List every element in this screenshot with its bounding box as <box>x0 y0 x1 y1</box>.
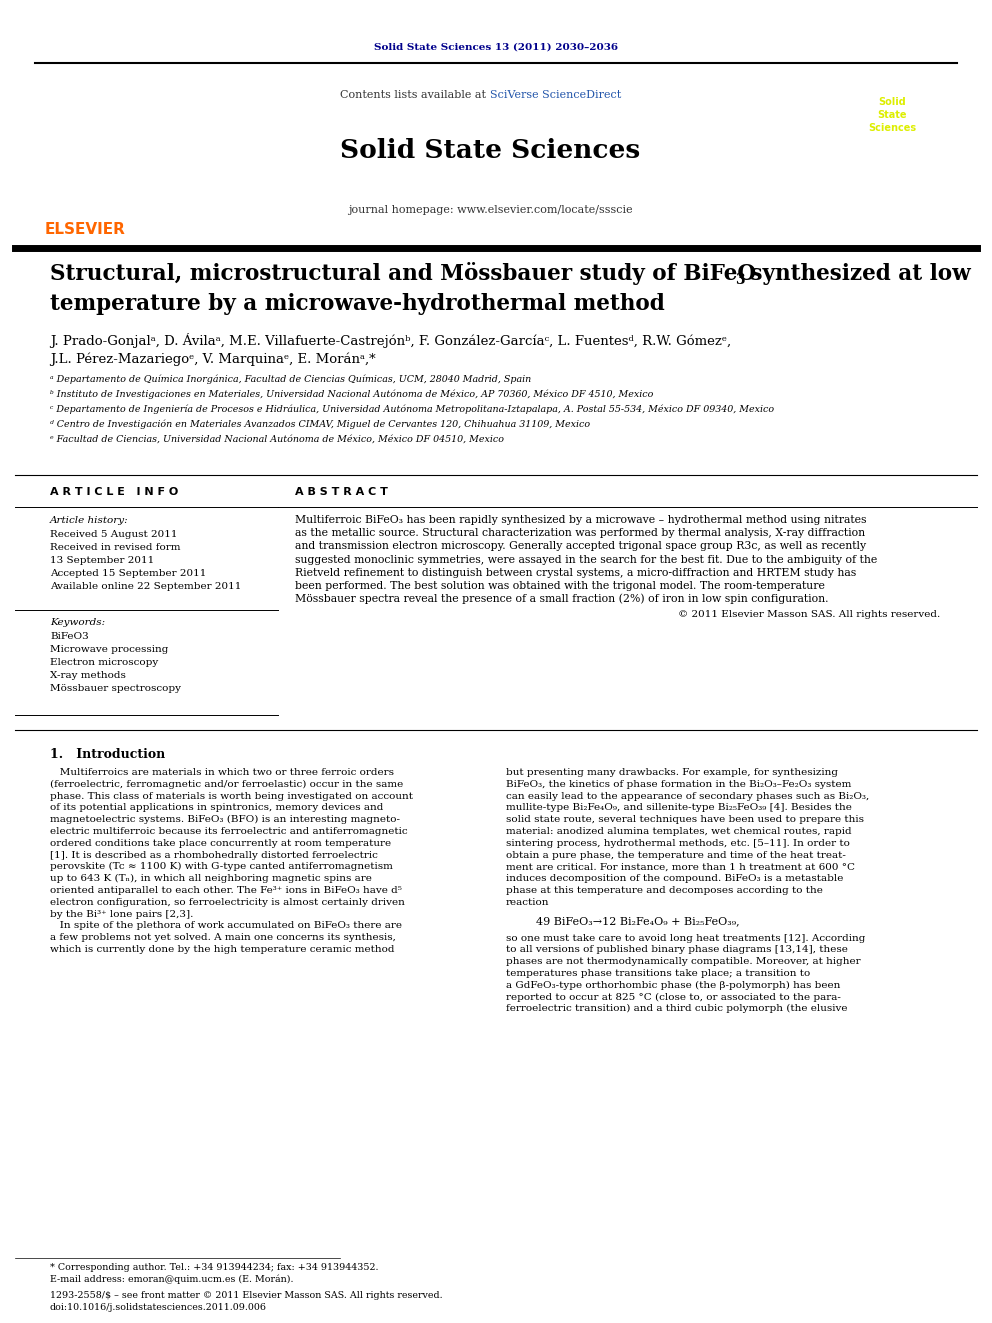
Text: Keywords:: Keywords: <box>50 618 105 627</box>
Text: In spite of the plethora of work accumulated on BiFeO₃ there are: In spite of the plethora of work accumul… <box>50 921 402 930</box>
Text: suggested monoclinic symmetries, were assayed in the search for the best fit. Du: suggested monoclinic symmetries, were as… <box>295 554 877 565</box>
Text: up to 643 K (Tₙ), in which all neighboring magnetic spins are: up to 643 K (Tₙ), in which all neighbori… <box>50 875 372 884</box>
Text: mullite-type Bi₂Fe₄O₉, and sillenite-type Bi₂₅FeO₃₉ [4]. Besides the: mullite-type Bi₂Fe₄O₉, and sillenite-typ… <box>506 803 852 812</box>
Text: BiFeO3: BiFeO3 <box>50 632 88 642</box>
Text: phases are not thermodynamically compatible. Moreover, at higher: phases are not thermodynamically compati… <box>506 958 861 966</box>
Text: of its potential applications in spintronics, memory devices and: of its potential applications in spintro… <box>50 803 383 812</box>
Text: and transmission electron microscopy. Generally accepted trigonal space group R3: and transmission electron microscopy. Ge… <box>295 541 866 552</box>
Text: been performed. The best solution was obtained with the trigonal model. The room: been performed. The best solution was ob… <box>295 581 825 591</box>
Text: electron configuration, so ferroelectricity is almost certainly driven: electron configuration, so ferroelectric… <box>50 898 405 906</box>
Text: Accepted 15 September 2011: Accepted 15 September 2011 <box>50 569 206 578</box>
Text: X-ray methods: X-ray methods <box>50 671 126 680</box>
Text: ELSEVIER: ELSEVIER <box>45 222 125 238</box>
Text: by the Bi³⁺ lone pairs [2,3].: by the Bi³⁺ lone pairs [2,3]. <box>50 910 193 918</box>
Text: Solid
State
Sciences: Solid State Sciences <box>868 97 916 134</box>
Text: ment are critical. For instance, more than 1 h treatment at 600 °C: ment are critical. For instance, more th… <box>506 863 855 872</box>
Text: J. Prado-Gonjalᵃ, D. Ávilaᵃ, M.E. Villafuerte-Castrejónᵇ, F. González-Garcíaᶜ, L: J. Prado-Gonjalᵃ, D. Ávilaᵃ, M.E. Villaf… <box>50 333 731 348</box>
Text: ᵉ Facultad de Ciencias, Universidad Nacional Autónoma de México, México DF 04510: ᵉ Facultad de Ciencias, Universidad Naci… <box>50 435 504 445</box>
Text: obtain a pure phase, the temperature and time of the heat treat-: obtain a pure phase, the temperature and… <box>506 851 846 860</box>
Text: Contents lists available at: Contents lists available at <box>340 90 490 101</box>
Text: Mössbauer spectra reveal the presence of a small fraction (2%) of iron in low sp: Mössbauer spectra reveal the presence of… <box>295 594 828 605</box>
Text: Microwave processing: Microwave processing <box>50 646 169 654</box>
Text: reported to occur at 825 °C (close to, or associated to the para-: reported to occur at 825 °C (close to, o… <box>506 992 841 1002</box>
Text: magnetoelectric systems. BiFeO₃ (BFO) is an interesting magneto-: magnetoelectric systems. BiFeO₃ (BFO) is… <box>50 815 400 824</box>
Text: which is currently done by the high temperature ceramic method: which is currently done by the high temp… <box>50 945 395 954</box>
Text: 49 BiFeO₃→12 Bi₂Fe₄O₉ + Bi₂₅FeO₃₉,: 49 BiFeO₃→12 Bi₂Fe₄O₉ + Bi₂₅FeO₃₉, <box>536 917 740 926</box>
Text: BiFeO₃, the kinetics of phase formation in the Bi₂O₃–Fe₂O₃ system: BiFeO₃, the kinetics of phase formation … <box>506 779 851 789</box>
Text: J.L. Pérez-Mazariegoᵉ, V. Marquinaᵉ, E. Moránᵃ,*: J.L. Pérez-Mazariegoᵉ, V. Marquinaᵉ, E. … <box>50 352 376 366</box>
Text: temperatures phase transitions take place; a transition to: temperatures phase transitions take plac… <box>506 968 810 978</box>
Text: a few problems not yet solved. A main one concerns its synthesis,: a few problems not yet solved. A main on… <box>50 933 396 942</box>
Text: © 2011 Elsevier Masson SAS. All rights reserved.: © 2011 Elsevier Masson SAS. All rights r… <box>678 610 940 619</box>
Text: E-mail address: emoran@quim.ucm.es (E. Morán).: E-mail address: emoran@quim.ucm.es (E. M… <box>50 1274 294 1285</box>
Text: 3: 3 <box>735 273 745 287</box>
Text: 1293-2558/$ – see front matter © 2011 Elsevier Masson SAS. All rights reserved.: 1293-2558/$ – see front matter © 2011 El… <box>50 1291 442 1301</box>
Text: [1]. It is described as a rhombohedrally distorted ferroelectric: [1]. It is described as a rhombohedrally… <box>50 851 378 860</box>
Text: as the metallic source. Structural characterization was performed by thermal ana: as the metallic source. Structural chara… <box>295 528 865 538</box>
Text: ᶜ Departamento de Ingeniería de Procesos e Hidráulica, Universidad Autónoma Metr: ᶜ Departamento de Ingeniería de Procesos… <box>50 405 774 414</box>
Text: induces decomposition of the compound. BiFeO₃ is a metastable: induces decomposition of the compound. B… <box>506 875 843 884</box>
Text: phase. This class of materials is worth being investigated on account: phase. This class of materials is worth … <box>50 791 413 800</box>
Text: Solid State Sciences: Solid State Sciences <box>340 138 640 163</box>
Text: Structural, microstructural and Mössbauer study of BiFeO: Structural, microstructural and Mössbaue… <box>50 262 756 284</box>
Text: temperature by a microwave-hydrothermal method: temperature by a microwave-hydrothermal … <box>50 292 665 315</box>
Text: so one must take care to avoid long heat treatments [12]. According: so one must take care to avoid long heat… <box>506 934 865 942</box>
Text: journal homepage: www.elsevier.com/locate/ssscie: journal homepage: www.elsevier.com/locat… <box>347 205 632 216</box>
Text: 13 September 2011: 13 September 2011 <box>50 556 154 565</box>
Text: ᵇ Instituto de Investigaciones en Materiales, Universidad Nacional Autónoma de M: ᵇ Instituto de Investigaciones en Materi… <box>50 389 654 400</box>
Text: Multiferroic BiFeO₃ has been rapidly synthesized by a microwave – hydrothermal m: Multiferroic BiFeO₃ has been rapidly syn… <box>295 515 866 525</box>
Text: ᵃ Departamento de Química Inorgánica, Facultad de Ciencias Químicas, UCM, 28040 : ᵃ Departamento de Química Inorgánica, Fa… <box>50 374 532 384</box>
Text: SciVerse ScienceDirect: SciVerse ScienceDirect <box>490 90 621 101</box>
Text: solid state route, several techniques have been used to prepare this: solid state route, several techniques ha… <box>506 815 864 824</box>
Text: Multiferroics are materials in which two or three ferroic orders: Multiferroics are materials in which two… <box>50 767 394 777</box>
Text: * Corresponding author. Tel.: +34 913944234; fax: +34 913944352.: * Corresponding author. Tel.: +34 913944… <box>50 1263 379 1271</box>
Text: perovskite (Tc ≈ 1100 K) with G-type canted antiferromagnetism: perovskite (Tc ≈ 1100 K) with G-type can… <box>50 863 393 872</box>
Text: Available online 22 September 2011: Available online 22 September 2011 <box>50 582 241 591</box>
Text: Received in revised form: Received in revised form <box>50 542 181 552</box>
Text: electric multiferroic because its ferroelectric and antiferromagnetic: electric multiferroic because its ferroe… <box>50 827 408 836</box>
Text: doi:10.1016/j.solidstatesciences.2011.09.006: doi:10.1016/j.solidstatesciences.2011.09… <box>50 1303 267 1312</box>
Text: Solid State Sciences 13 (2011) 2030–2036: Solid State Sciences 13 (2011) 2030–2036 <box>374 42 618 52</box>
Text: Rietveld refinement to distinguish between crystal systems, a micro-diffraction : Rietveld refinement to distinguish betwe… <box>295 568 856 578</box>
Text: ᵈ Centro de Investigación en Materiales Avanzados CIMAV, Miguel de Cervantes 120: ᵈ Centro de Investigación en Materiales … <box>50 419 590 429</box>
Text: Received 5 August 2011: Received 5 August 2011 <box>50 531 178 538</box>
Text: but presenting many drawbacks. For example, for synthesizing: but presenting many drawbacks. For examp… <box>506 767 838 777</box>
Text: a GdFeO₃-type orthorhombic phase (the β-polymorph) has been: a GdFeO₃-type orthorhombic phase (the β-… <box>506 980 840 990</box>
Text: phase at this temperature and decomposes according to the: phase at this temperature and decomposes… <box>506 886 823 894</box>
Text: oriented antiparallel to each other. The Fe³⁺ ions in BiFeO₃ have d⁵: oriented antiparallel to each other. The… <box>50 886 402 894</box>
Text: to all versions of published binary phase diagrams [13,14], these: to all versions of published binary phas… <box>506 946 848 954</box>
Text: synthesized at low: synthesized at low <box>743 263 971 284</box>
Text: Mössbauer spectroscopy: Mössbauer spectroscopy <box>50 684 181 693</box>
Text: can easily lead to the appearance of secondary phases such as Bi₂O₃,: can easily lead to the appearance of sec… <box>506 791 869 800</box>
Text: 1.   Introduction: 1. Introduction <box>50 747 166 761</box>
Text: Article history:: Article history: <box>50 516 129 525</box>
Text: reaction: reaction <box>506 898 550 906</box>
Text: Electron microscopy: Electron microscopy <box>50 658 159 667</box>
Text: sintering process, hydrothermal methods, etc. [5–11]. In order to: sintering process, hydrothermal methods,… <box>506 839 850 848</box>
Text: A B S T R A C T: A B S T R A C T <box>295 487 388 497</box>
Text: ordered conditions take place concurrently at room temperature: ordered conditions take place concurrent… <box>50 839 391 848</box>
Text: A R T I C L E   I N F O: A R T I C L E I N F O <box>50 487 179 497</box>
Text: (ferroelectric, ferromagnetic and/or ferroelastic) occur in the same: (ferroelectric, ferromagnetic and/or fer… <box>50 779 404 789</box>
Text: ferroelectric transition) and a third cubic polymorph (the elusive: ferroelectric transition) and a third cu… <box>506 1004 847 1013</box>
Text: material: anodized alumina templates, wet chemical routes, rapid: material: anodized alumina templates, we… <box>506 827 851 836</box>
